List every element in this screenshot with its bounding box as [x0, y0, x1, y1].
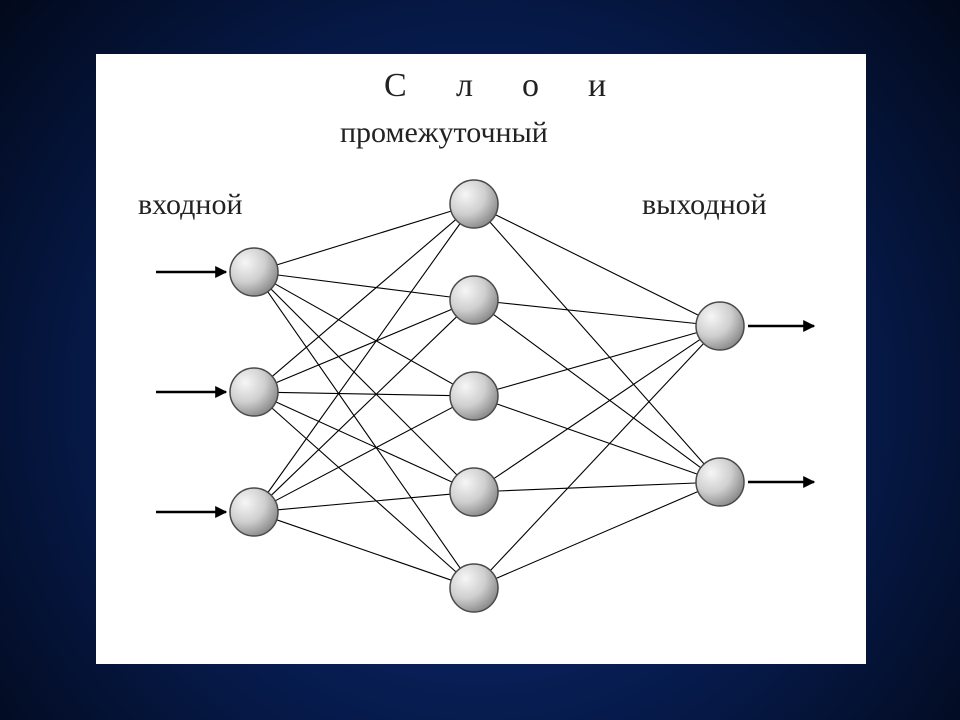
- edge: [497, 333, 697, 390]
- title-letter: л: [456, 67, 473, 104]
- edge: [277, 520, 452, 580]
- edge: [278, 275, 450, 297]
- input-arrows: [156, 272, 226, 512]
- edge: [498, 483, 696, 491]
- output-arrows: [748, 326, 814, 482]
- edge: [278, 494, 450, 510]
- hidden-node: [450, 372, 498, 420]
- edge: [490, 344, 703, 571]
- title-letter: о: [522, 67, 539, 104]
- output-node: [696, 302, 744, 350]
- edge: [496, 492, 698, 579]
- input-layer-label: входной: [138, 188, 243, 221]
- title-letter: С: [384, 67, 407, 104]
- output-layer-label: выходной: [642, 188, 767, 221]
- hidden-node: [450, 180, 498, 228]
- edge: [275, 284, 453, 384]
- edge: [278, 392, 450, 395]
- neural-network-diagram: Сл о и входной промежуточный выходной: [96, 54, 866, 664]
- edge: [276, 402, 452, 482]
- output-node: [696, 458, 744, 506]
- edge: [498, 303, 696, 324]
- diagram-title: Сл о и: [384, 67, 606, 104]
- neuron-nodes: [230, 180, 744, 612]
- edge: [490, 222, 704, 464]
- hidden-node: [450, 468, 498, 516]
- hidden-node: [450, 276, 498, 324]
- edge: [275, 407, 453, 501]
- diagram-panel: Сл о и входной промежуточный выходной: [96, 54, 866, 664]
- edge: [497, 404, 698, 474]
- hidden-layer-label: промежуточный: [340, 116, 548, 149]
- edge: [272, 408, 456, 572]
- input-node: [230, 368, 278, 416]
- input-node: [230, 488, 278, 536]
- edge: [493, 314, 700, 467]
- edge: [268, 224, 460, 493]
- input-node: [230, 248, 278, 296]
- edge: [496, 215, 699, 316]
- title-letter: и: [588, 67, 606, 104]
- edge: [271, 317, 456, 496]
- edge: [277, 211, 451, 265]
- edge: [271, 289, 457, 475]
- hidden-node: [450, 564, 498, 612]
